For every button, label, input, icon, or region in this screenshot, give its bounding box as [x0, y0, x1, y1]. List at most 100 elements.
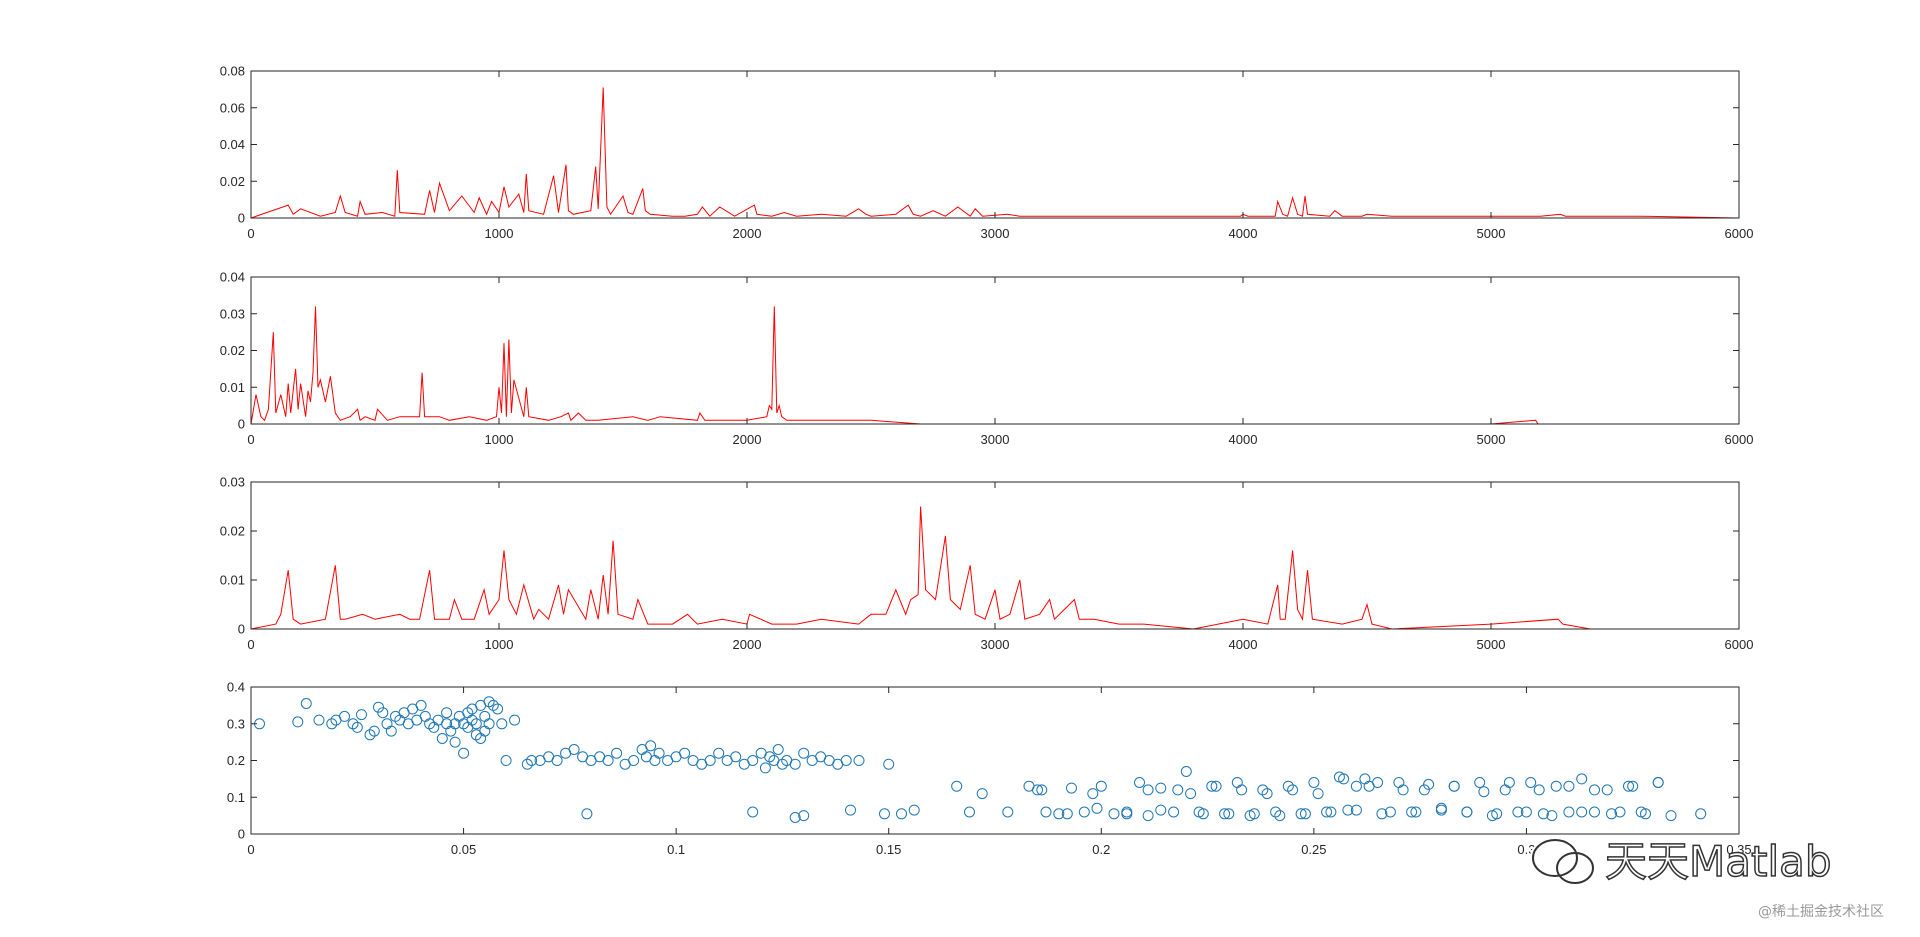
x-tick-label: 6000 — [1725, 637, 1754, 652]
scatter-point — [487, 699, 499, 711]
x-tick-label: 5000 — [1477, 432, 1506, 447]
scatter-point — [1032, 784, 1043, 796]
x-tick-label: 1000 — [485, 432, 514, 447]
axes-box — [250, 276, 1740, 425]
scatter-point — [1197, 808, 1209, 820]
scatter-point — [1533, 784, 1545, 796]
x-tick-label: 0.35 — [1726, 842, 1751, 857]
scatter-point — [377, 707, 389, 719]
scatter-point — [339, 710, 350, 722]
scatter-point — [1695, 808, 1707, 820]
y-tick-label: 0.01 — [220, 573, 245, 588]
scatter-point — [798, 747, 810, 759]
scatter-point — [1627, 780, 1639, 792]
scatter-point — [351, 721, 363, 733]
y-tick-label: 0.02 — [220, 524, 245, 539]
series-line — [250, 87, 1740, 219]
scatter-point — [462, 707, 474, 719]
scatter-point — [1499, 784, 1511, 796]
y-tick-label: 0.02 — [220, 343, 245, 358]
scatter-point — [1589, 784, 1600, 796]
scatter-point — [1601, 784, 1613, 796]
scatter-point — [551, 755, 563, 766]
scatter-point — [364, 729, 376, 741]
scatter-point — [1478, 786, 1490, 798]
scatter-point — [1287, 784, 1299, 796]
scatter-point — [1512, 806, 1524, 818]
scatter-point — [373, 701, 384, 713]
scatter-point — [500, 755, 512, 766]
scatter-point — [415, 699, 427, 711]
scatter-point — [1299, 808, 1311, 820]
y-tick-label: 0 — [238, 827, 245, 842]
y-tick-label: 0.02 — [220, 174, 245, 189]
scatter-point — [1338, 773, 1350, 785]
scatter-point — [1053, 808, 1065, 820]
x-tick-label: 3000 — [981, 226, 1010, 241]
scatter-point — [1546, 810, 1558, 822]
x-tick-label: 5000 — [1477, 637, 1506, 652]
scatter-point — [479, 710, 491, 722]
x-tick-label: 1000 — [485, 637, 514, 652]
scatter-point — [1231, 777, 1243, 788]
scatter-point — [1576, 773, 1588, 785]
scatter-point — [611, 747, 623, 759]
axes-box — [250, 70, 1740, 219]
scatter-point — [713, 747, 725, 759]
scatter-point — [1576, 806, 1588, 818]
scatter-point — [1219, 808, 1231, 820]
scatter-point — [449, 736, 461, 748]
scatter-point — [1537, 808, 1549, 820]
scatter-point — [483, 718, 495, 730]
scatter-point — [1491, 808, 1503, 820]
scatter-point — [1087, 788, 1099, 800]
scatter-point — [1078, 806, 1090, 818]
scatter-point — [509, 714, 521, 726]
scatter-point — [1606, 808, 1617, 820]
scatter-point — [1563, 806, 1575, 818]
scatter-point — [483, 696, 495, 708]
scatter-point — [381, 718, 393, 730]
scatter-point — [704, 755, 716, 766]
scatter-point — [853, 755, 865, 766]
x-tick-label: 4000 — [1229, 226, 1258, 241]
scatter-point — [368, 725, 380, 737]
scatter-point — [466, 714, 478, 726]
x-tick-label: 0.25 — [1301, 842, 1326, 857]
scatter-point — [845, 804, 856, 816]
scatter-point — [1274, 810, 1286, 822]
scatter-point — [1312, 788, 1324, 800]
scatter-point — [568, 744, 580, 755]
scatter-point — [1350, 780, 1362, 792]
scatter-point — [759, 762, 771, 774]
subplot-1: 0 1000 2000 3000 4000 5000 6000 0 0.02 0.04 0.06 0.… — [220, 64, 1754, 242]
scatter-point — [1520, 806, 1532, 818]
scatter-point — [879, 808, 890, 820]
scatter-point — [764, 751, 776, 763]
scatter-point — [679, 747, 691, 759]
scatter-point — [628, 755, 640, 766]
scatter-point — [1142, 784, 1154, 796]
x-tick-label: 6000 — [1725, 226, 1754, 241]
scatter-point — [1002, 806, 1014, 818]
scatter-point — [581, 808, 593, 820]
scatter-point — [1359, 773, 1371, 785]
scatter-point — [1036, 784, 1048, 796]
scatter-point — [1363, 780, 1375, 792]
x-tick-label: 0 — [247, 842, 254, 857]
scatter-point — [1623, 780, 1634, 792]
y-tick-label: 0.2 — [227, 753, 245, 768]
scatter-point — [1589, 806, 1600, 818]
scatter-point — [1418, 784, 1430, 796]
scatter-point — [428, 721, 440, 733]
scatter-point — [1384, 806, 1396, 818]
scatter-point — [1550, 780, 1562, 792]
scatter-point — [1652, 777, 1664, 788]
scatter-point — [789, 812, 801, 823]
x-tick-label: 4000 — [1229, 432, 1258, 447]
scatter-point — [526, 755, 538, 766]
scatter-point — [1423, 778, 1435, 790]
scatter-point — [385, 725, 397, 737]
scatter-point — [772, 744, 784, 755]
